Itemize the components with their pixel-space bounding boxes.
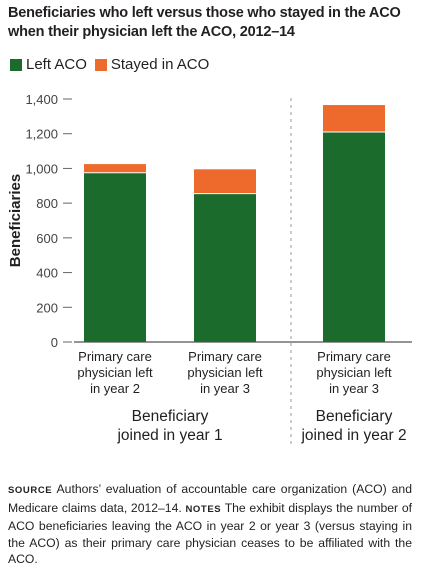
x-tick-label: physician left [77,365,153,380]
bar-left-aco [84,172,146,342]
y-tick-label: 0 [51,335,58,350]
bar-stayed-in-aco [84,164,146,173]
x-tick-label: in year 2 [90,381,140,396]
x-tick-label: Primary care [188,349,262,364]
source-text: Authors’ evaluation of accountable care … [8,482,412,515]
source-notes: SOURCE Authors’ evaluation of accountabl… [8,481,412,568]
legend-swatch-left [10,58,22,71]
y-tick-label: 1,000 [25,161,58,176]
x-tick-label: in year 3 [200,381,250,396]
source-label: SOURCE [8,485,53,496]
y-tick-label: 1,200 [25,127,58,142]
x-tick-label: Primary care [78,349,152,364]
y-tick-label: 1,400 [25,92,58,107]
bar-left-aco [194,193,256,342]
legend-swatch-stayed [94,58,107,71]
group-label: joined in year 2 [300,427,406,444]
legend-item-stayed: Stayed in ACO [94,56,210,73]
y-tick-label: 400 [36,266,58,281]
legend: Left ACO Stayed in ACO [10,56,217,73]
y-tick-label: 600 [36,231,58,246]
group-label: Beneficiary [316,408,393,425]
stacked-bar-chart: Beneficiaries 0 200 400 600 800 1,000 1,200 1,40… [7,92,412,446]
x-tick-label: physician left [316,365,392,380]
x-tick-label: physician left [187,365,263,380]
group-label: Beneficiary [132,408,209,425]
legend-label-stayed: Stayed in ACO [110,56,210,73]
group-label: joined in year 1 [116,427,222,444]
bar-left-aco [323,131,385,342]
chart-title: Beneficiaries who left versus those who … [8,5,401,40]
y-tick-label: 800 [36,196,58,211]
legend-label-left: Left ACO [26,56,87,73]
notes-text: The exhibit displays the number of ACO b… [8,500,412,567]
bar-stayed-in-aco [323,105,385,132]
legend-item-left: Left ACO [10,56,87,73]
bar-stayed-in-aco [194,169,256,194]
y-axis-label: Beneficiaries [7,174,24,267]
y-tick-label: 200 [36,300,58,315]
x-tick-label: Primary care [317,349,391,364]
notes-label: NOTES [185,503,222,515]
x-tick-label: in year 3 [329,381,379,396]
